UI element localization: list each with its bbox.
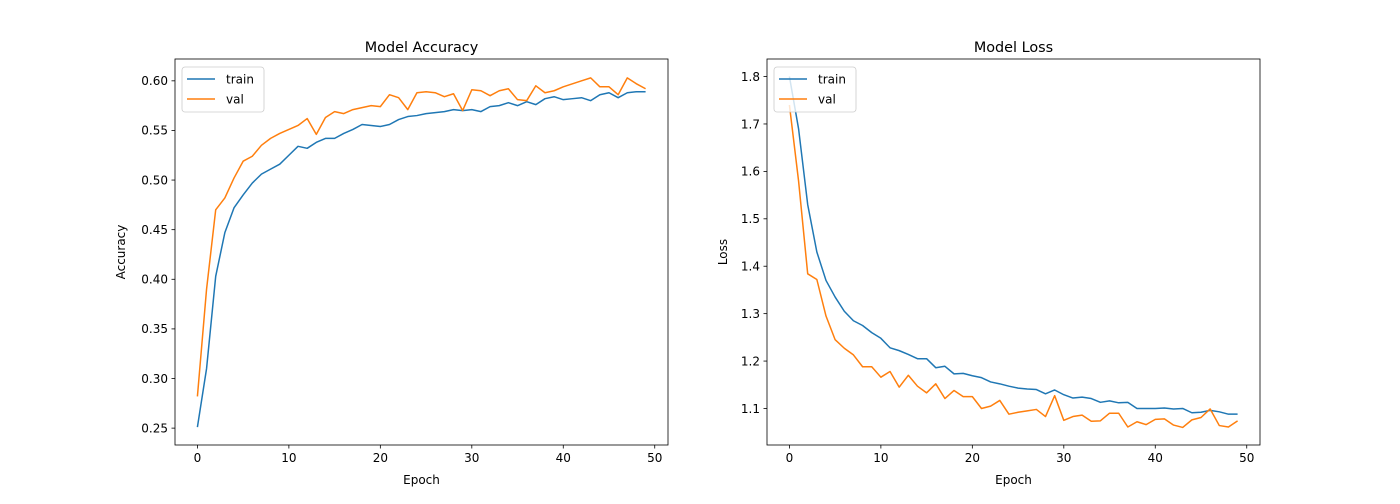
y-tick-label: 1.6: [741, 165, 760, 179]
subplot-loss: 0 10 20 30 40 50 1.1 1.2 1.3 1.4 1.5 1.6 1.7 1.8 Model…: [716, 40, 1261, 487]
x-tick-label: 50: [647, 451, 662, 465]
series-line-val: [196, 77, 646, 397]
y-tick-label: 0.55: [141, 124, 168, 138]
x-tick-label: 20: [373, 451, 388, 465]
legend-label-train: train: [226, 73, 254, 87]
chart-title: Model Loss: [974, 40, 1053, 56]
axes-frame: [174, 58, 669, 446]
x-axis-label: Epoch: [995, 473, 1032, 487]
legend-label-val: val: [226, 93, 244, 107]
y-tick-label: 0.35: [141, 322, 168, 336]
x-axis-label: Epoch: [403, 473, 440, 487]
x-tick-label: 40: [556, 451, 571, 465]
y-axis-label: Accuracy: [114, 225, 128, 280]
legend: train val: [181, 66, 265, 113]
y-tick-label: 1.7: [741, 117, 760, 131]
x-tick-label: 0: [786, 451, 794, 465]
y-tick-label: 0.25: [141, 421, 168, 435]
y-tick-label: 0.50: [141, 173, 168, 187]
x-tick-label: 30: [464, 451, 479, 465]
x-tick-label: 40: [1148, 451, 1163, 465]
y-tick-label: 1.4: [741, 260, 760, 274]
y-tick-label: 1.5: [741, 212, 760, 226]
x-tick-label: 20: [965, 451, 980, 465]
series-line-train: [788, 76, 1238, 415]
x-tick-label: 30: [1056, 451, 1071, 465]
series-line-val: [788, 104, 1239, 429]
subplot-accuracy: 0 10 20 30 40 50 0.25 0.30 0.35 0.40 0.45 0.50 0.55 0…: [114, 40, 669, 487]
y-tick-label: 0.40: [141, 273, 168, 287]
y-tick-label: 0.60: [141, 74, 168, 88]
axes-frame: [766, 58, 1261, 446]
y-tick-label: 0.45: [141, 223, 168, 237]
x-tick-label: 50: [1239, 451, 1254, 465]
series-line-train: [196, 91, 646, 428]
x-tick-label: 10: [281, 451, 296, 465]
legend: train val: [773, 66, 857, 113]
x-tick-label: 0: [194, 451, 202, 465]
y-tick-label: 1.2: [741, 354, 760, 368]
y-axis-label: Loss: [716, 239, 730, 265]
legend-label-val: val: [818, 93, 836, 107]
chart-title: Model Accuracy: [365, 40, 479, 56]
legend-label-train: train: [818, 73, 846, 87]
y-tick-label: 1.3: [741, 307, 760, 321]
y-tick-label: 1.8: [741, 70, 760, 84]
x-tick-label: 10: [873, 451, 888, 465]
y-tick-label: 1.1: [741, 402, 760, 416]
y-tick-label: 0.30: [141, 372, 168, 386]
